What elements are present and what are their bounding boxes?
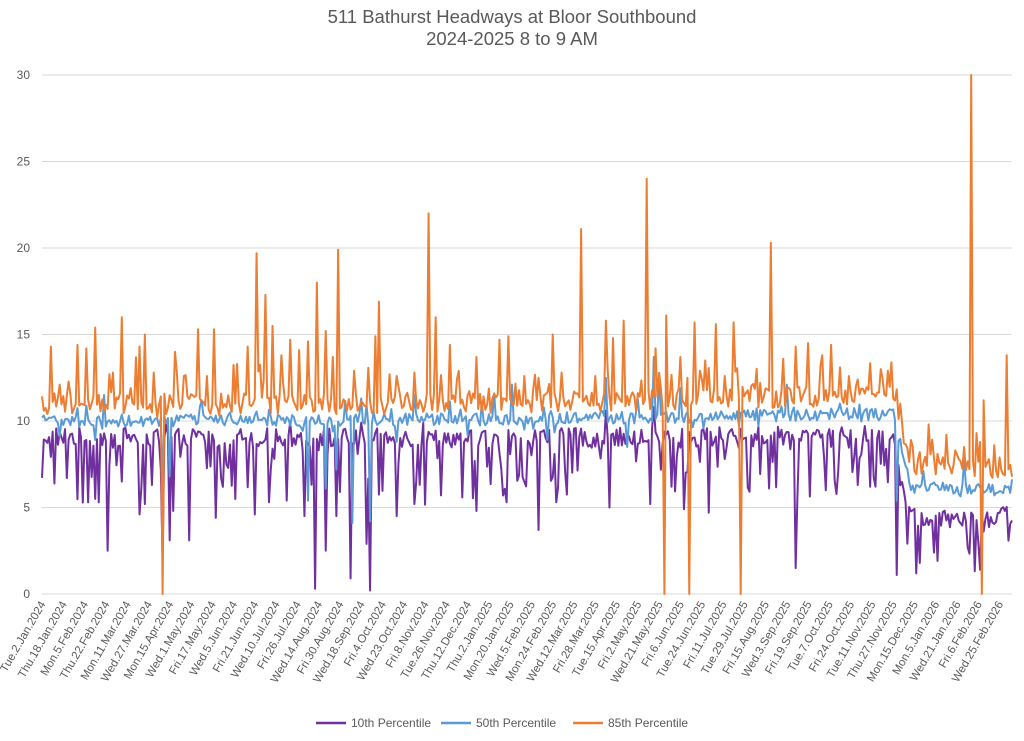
chart-title: 511 Bathurst Headways at Bloor Southboun… [327,6,697,27]
y-tick-label: 15 [17,328,31,342]
y-tick-label: 5 [23,501,30,515]
legend: 10th Percentile 50th Percentile 85th Perce… [316,716,688,730]
chart-subtitle: 2024-2025 8 to 9 AM [426,28,598,49]
y-tick-label: 25 [17,155,31,169]
series-line-50th-percentile [41,355,1013,525]
legend-label: 50th Percentile [476,716,556,730]
gridlines [42,74,1012,595]
legend-label: 85th Percentile [608,716,688,730]
y-tick-label: 20 [17,241,31,255]
y-tick-label: 0 [23,587,30,601]
series-line-10th-percentile [41,406,1013,592]
series-line-85th-percentile [41,74,1013,595]
legend-label: 10th Percentile [351,716,431,730]
y-tick-label: 30 [17,68,31,82]
y-axis-ticks: 0 5 10 15 20 25 30 [17,68,31,601]
x-axis-ticks: Tue.2.Jan.2024Thu.18.Jan.2024Mon.5.Feb.2… [0,599,1006,685]
series-lines [41,74,1013,595]
chart-title-block: 511 Bathurst Headways at Bloor Southboun… [0,6,1024,50]
y-tick-label: 10 [17,414,31,428]
